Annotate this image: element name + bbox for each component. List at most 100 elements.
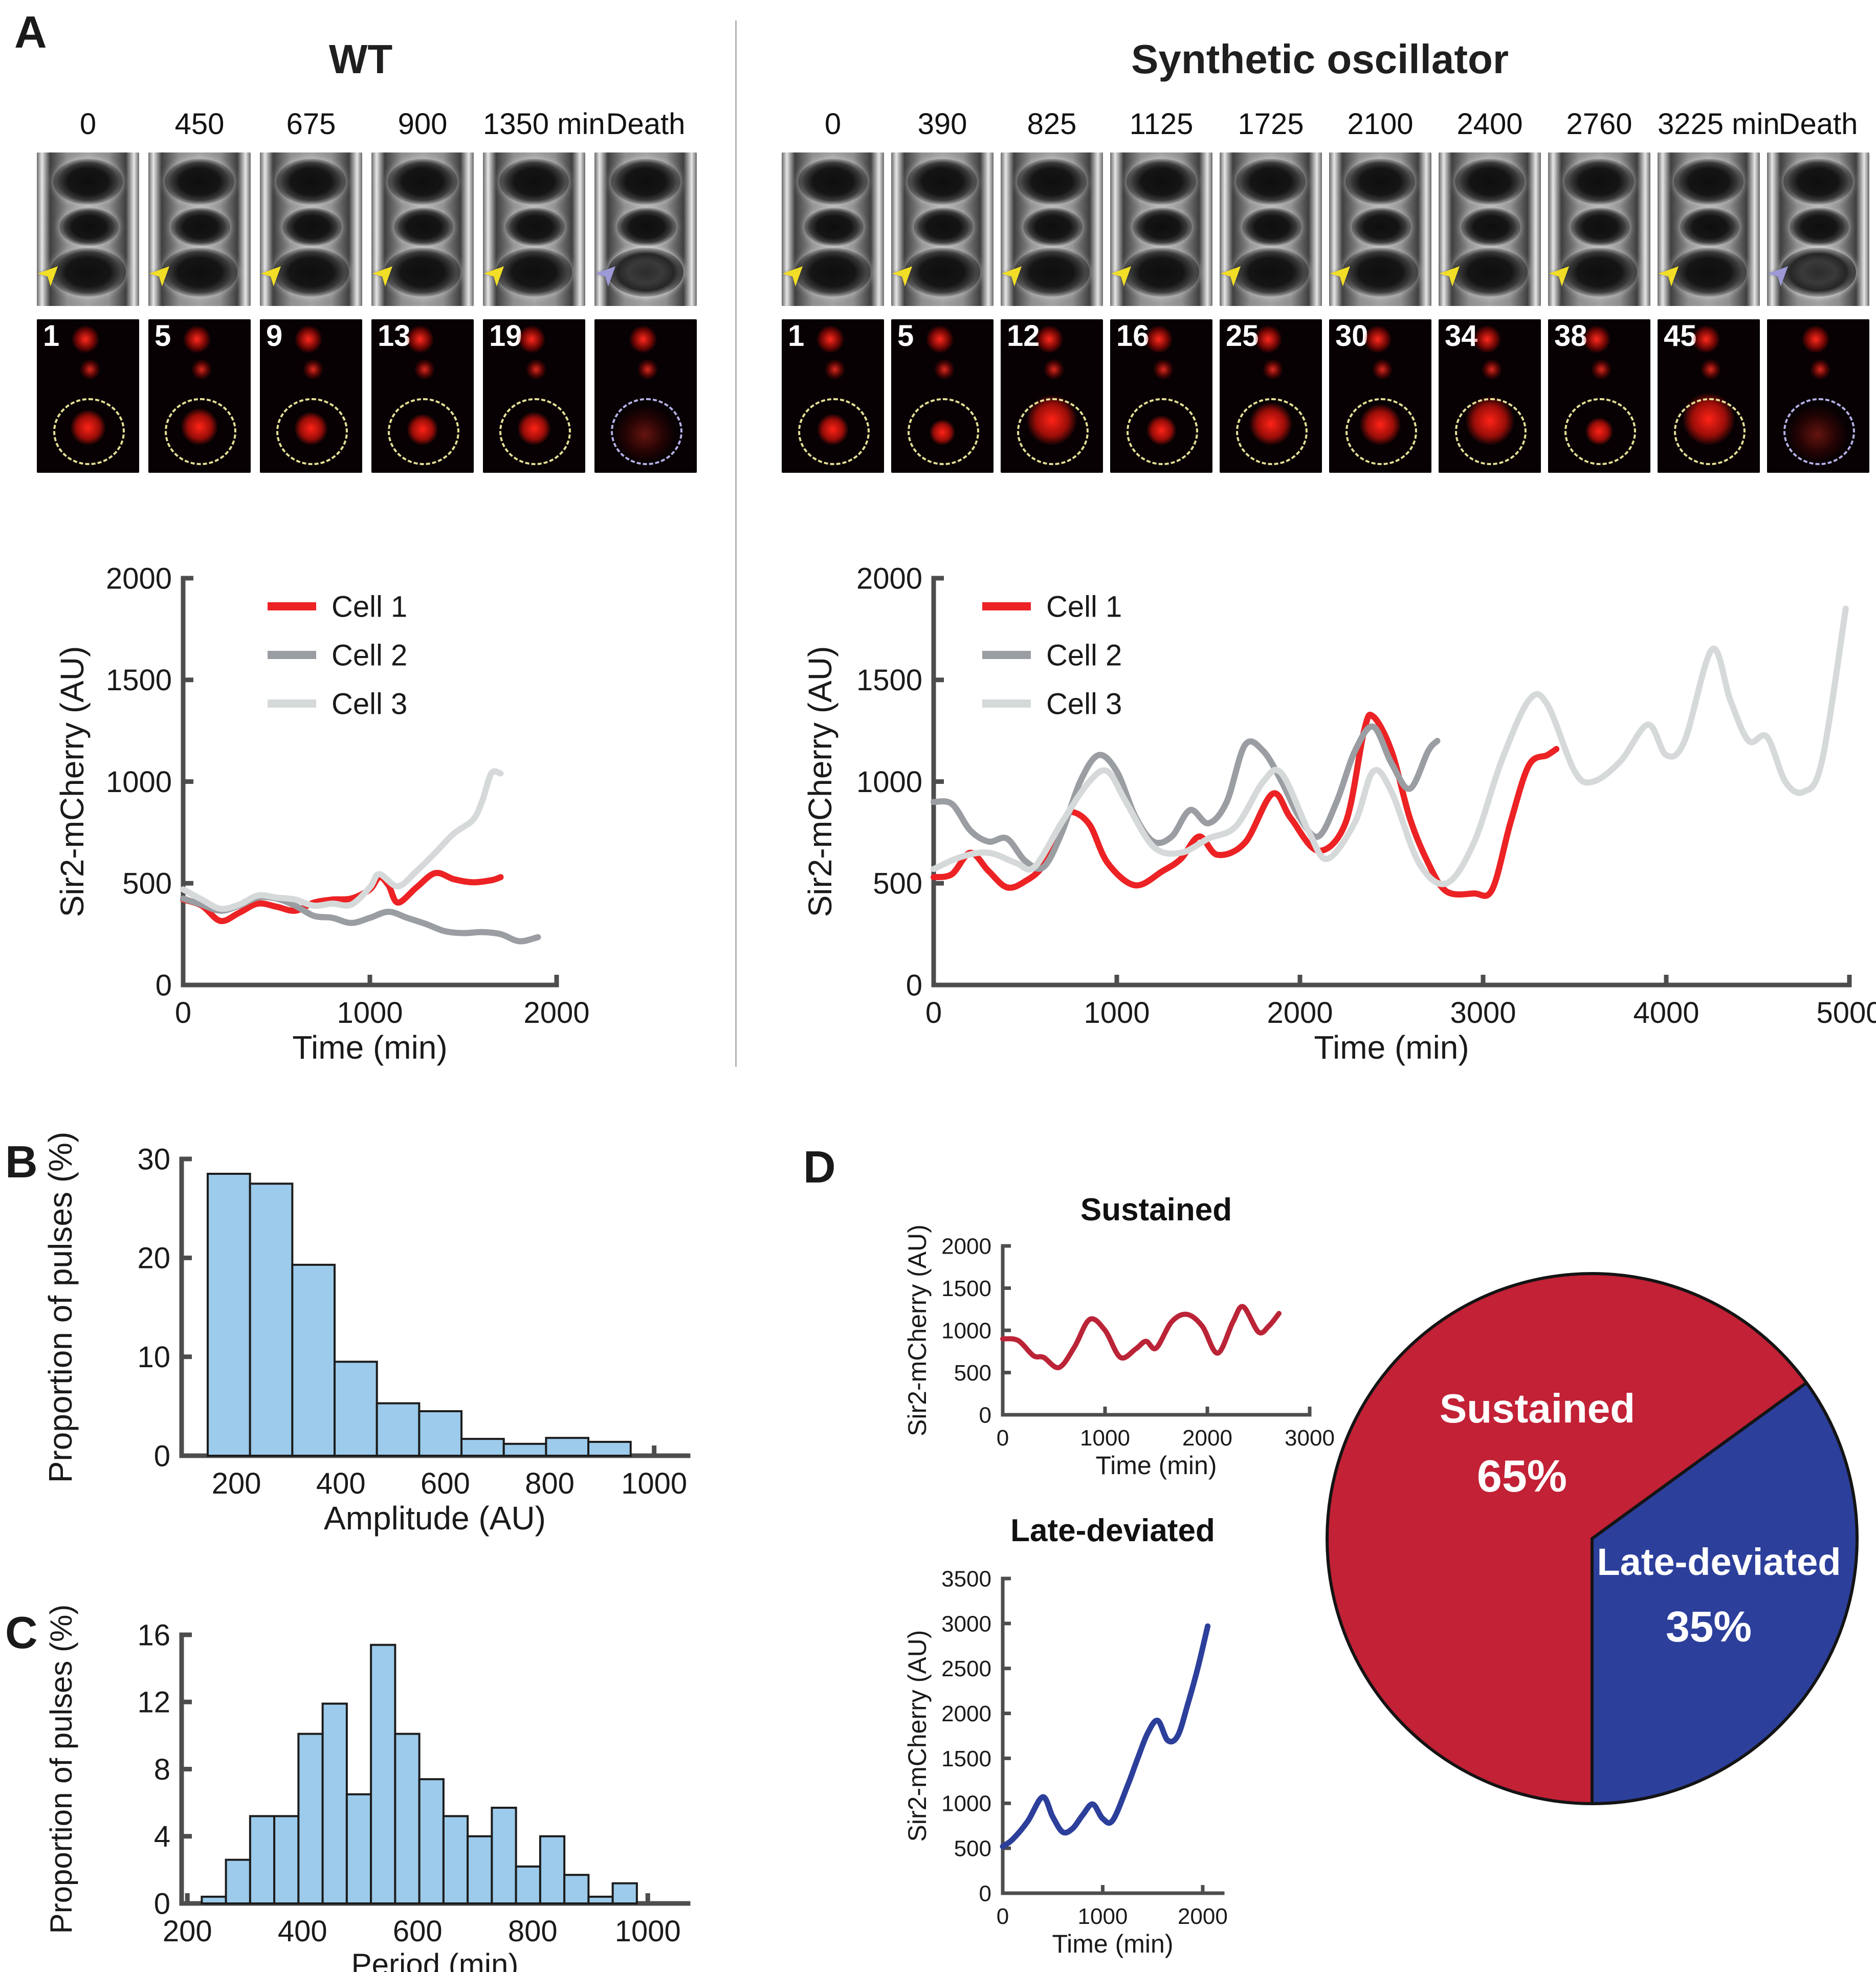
y-axis-label: Sir2-mCherry (AU) bbox=[903, 1224, 932, 1436]
x-tick-label: 1000 bbox=[1080, 1426, 1130, 1451]
phase-contrast-frame: ➤ bbox=[1220, 152, 1322, 306]
generation-number: 1 bbox=[788, 319, 805, 353]
mother-cell-body bbox=[1342, 248, 1418, 297]
cell-body bbox=[1680, 208, 1739, 246]
cell-body bbox=[1345, 159, 1415, 205]
period-histogram: 0 4 8 12 16 200 400 600 800 1000 Period (min) Propo… bbox=[44, 1605, 691, 1972]
cell-body bbox=[1674, 159, 1743, 205]
generation-number: 5 bbox=[155, 319, 171, 353]
fluorescent-focus bbox=[1473, 325, 1501, 353]
cell-body bbox=[276, 159, 346, 205]
frame-time-label: 3225 min bbox=[1658, 107, 1780, 141]
cell-body bbox=[171, 208, 230, 246]
histogram-bar bbox=[321, 1702, 348, 1904]
histogram-bar bbox=[467, 1835, 493, 1904]
frame-time-label: 675 bbox=[286, 107, 336, 141]
fluorescent-focus bbox=[637, 359, 658, 380]
cell-body bbox=[1455, 159, 1525, 205]
generation-number: 5 bbox=[897, 319, 914, 353]
trace-sustained-cell bbox=[1000, 1304, 1282, 1370]
y-tick-label: 1000 bbox=[941, 1318, 991, 1343]
mother-cell-body bbox=[496, 248, 572, 297]
x-tick-label: 1000 bbox=[621, 1467, 687, 1500]
fluorescent-focus bbox=[1364, 325, 1392, 353]
y-tick-label: 0 bbox=[906, 969, 922, 1002]
fluorescent-focus bbox=[191, 359, 212, 380]
frame-time-label: 825 bbox=[1027, 107, 1077, 141]
histogram-bar bbox=[249, 1182, 294, 1457]
x-tick-label: 2000 bbox=[1267, 996, 1333, 1029]
y-tick-label: 2000 bbox=[106, 562, 172, 595]
phase-contrast-frame: ➤ bbox=[371, 152, 474, 306]
histogram-bar bbox=[291, 1263, 336, 1457]
fluorescence-frame bbox=[1767, 319, 1869, 473]
cell-body bbox=[505, 208, 565, 246]
cell-body bbox=[1352, 208, 1411, 246]
axes: 0 10 20 30 200 400 600 800 1000 Amplitude (AU) Pro… bbox=[42, 1132, 691, 1537]
mother-cell-outline-icon bbox=[1674, 398, 1746, 465]
legend-label: Cell 3 bbox=[1046, 687, 1122, 720]
y-tick-label: 2000 bbox=[856, 562, 922, 595]
fluorescent-focus bbox=[1482, 359, 1502, 380]
fluorescence-frame: 16 bbox=[1110, 319, 1212, 473]
x-axis-label: Time (min) bbox=[1314, 1029, 1469, 1066]
trace-cell-1 bbox=[180, 870, 504, 925]
histogram-bar bbox=[491, 1806, 517, 1904]
cell-body bbox=[617, 208, 676, 246]
histogram-bar bbox=[394, 1733, 421, 1904]
histogram-bar bbox=[345, 1793, 372, 1904]
fluorescence-frame: 5 bbox=[148, 319, 251, 473]
y-tick-label: 500 bbox=[954, 1361, 991, 1386]
mother-cell-outline-icon bbox=[1017, 398, 1089, 465]
y-tick-label: 1500 bbox=[941, 1276, 991, 1301]
x-tick-label: 3000 bbox=[1450, 996, 1516, 1029]
phase-contrast-frame: ➤ bbox=[1110, 152, 1212, 306]
cell-body bbox=[1564, 159, 1634, 205]
fluorescent-focus bbox=[1035, 325, 1063, 353]
mother-cell-outline-icon bbox=[908, 398, 979, 465]
phase-contrast-frame: ➤ bbox=[1767, 152, 1869, 306]
fluorescent-focus bbox=[303, 359, 323, 380]
x-tick-label: 0 bbox=[997, 1426, 1009, 1451]
fluorescence-frame: 30 bbox=[1329, 319, 1431, 473]
trace-cell-2 bbox=[931, 723, 1441, 872]
histogram-bar bbox=[297, 1733, 324, 1904]
fluorescent-focus bbox=[1153, 359, 1174, 380]
cell-body bbox=[282, 208, 342, 246]
fluorescent-focus bbox=[1802, 325, 1829, 353]
x-tick-label: 2000 bbox=[523, 996, 589, 1029]
mother-cell-outline-icon bbox=[276, 398, 348, 465]
histogram-bar bbox=[334, 1361, 378, 1457]
y-tick-label: 0 bbox=[979, 1881, 991, 1906]
cell-body bbox=[59, 208, 119, 246]
x-tick-label: 800 bbox=[508, 1915, 558, 1948]
fluorescent-focus bbox=[934, 359, 955, 380]
fluorescent-focus bbox=[1372, 359, 1393, 380]
y-axis-label: Proportion of pulses (%) bbox=[42, 1132, 79, 1483]
y-tick-label: 12 bbox=[137, 1686, 170, 1719]
phase-contrast-frame: ➤ bbox=[483, 152, 585, 306]
trace-cell-3 bbox=[931, 605, 1849, 887]
x-axis-label: Time (min) bbox=[1095, 1451, 1217, 1480]
y-axis-label: Sir2-mCherry (AU) bbox=[54, 646, 91, 917]
synthetic-microscopy-strip: 0 390 825 1125 1725 2100 2400 2760 3225 min Death… bbox=[782, 102, 1869, 473]
mother-cell-body bbox=[385, 248, 460, 297]
fluorescence-frame: 25 bbox=[1220, 319, 1322, 473]
frame-time-label: 0 bbox=[79, 107, 97, 141]
y-tick-label: 2000 bbox=[941, 1701, 991, 1726]
axes: 0 500 1000 1500 2000 0 1000 2000 3000 4000 5000 Tim… bbox=[802, 562, 1876, 1066]
y-tick-label: 500 bbox=[954, 1836, 991, 1861]
mother-cell-body bbox=[1452, 248, 1528, 297]
pie-slice-percentage: 35% bbox=[1666, 1603, 1752, 1651]
mother-cell-body bbox=[273, 248, 349, 297]
cell-body bbox=[165, 159, 234, 205]
fluorescent-focus bbox=[1810, 359, 1830, 380]
generation-number: 38 bbox=[1554, 319, 1587, 353]
x-tick-label: 1000 bbox=[337, 996, 403, 1029]
mother-cell-body bbox=[1014, 248, 1090, 297]
mother-cell-body bbox=[162, 248, 237, 297]
y-tick-label: 0 bbox=[154, 1887, 170, 1920]
panel-b-label: B bbox=[5, 1136, 38, 1187]
